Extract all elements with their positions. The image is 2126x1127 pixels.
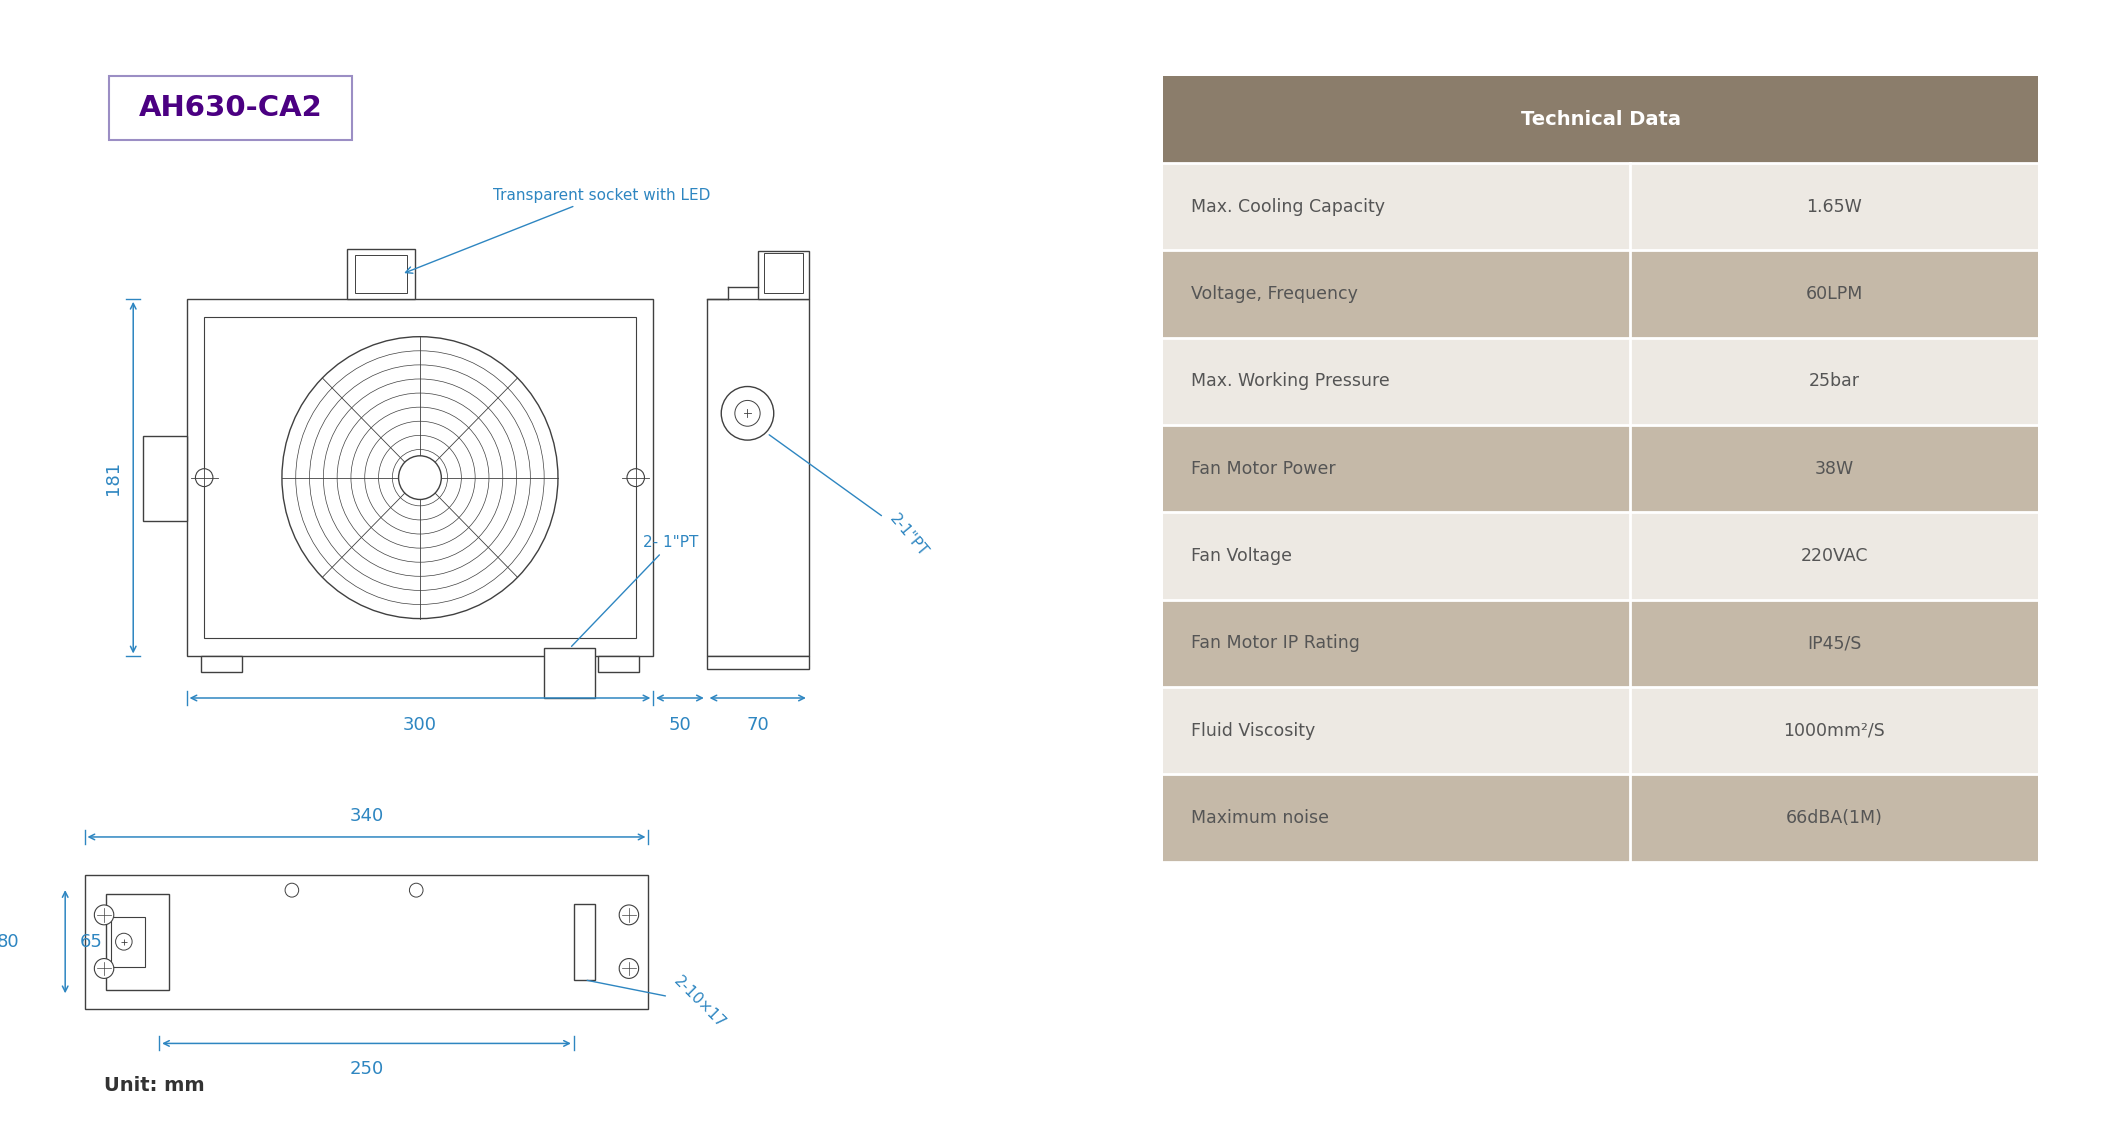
Bar bbox=[111, 916, 145, 967]
Bar bbox=[1163, 774, 2039, 862]
Bar bbox=[544, 648, 595, 698]
Text: 38W: 38W bbox=[1816, 460, 1854, 478]
Bar bbox=[1163, 425, 2039, 513]
Circle shape bbox=[94, 905, 115, 925]
Circle shape bbox=[619, 905, 638, 925]
Text: Unit: mm: Unit: mm bbox=[104, 1075, 204, 1094]
Bar bbox=[1163, 513, 2039, 600]
Text: 2-1"PT: 2-1"PT bbox=[770, 435, 931, 559]
Circle shape bbox=[619, 959, 638, 978]
Circle shape bbox=[398, 455, 442, 499]
Text: 181: 181 bbox=[104, 461, 121, 495]
Text: 70: 70 bbox=[746, 716, 770, 734]
Bar bbox=[159, 887, 574, 996]
Text: 66dBA(1M): 66dBA(1M) bbox=[1786, 809, 1884, 827]
Text: 1000mm²/S: 1000mm²/S bbox=[1784, 721, 1886, 739]
Text: Transparent socket with LED: Transparent socket with LED bbox=[406, 188, 710, 273]
Text: Fan Voltage: Fan Voltage bbox=[1191, 547, 1293, 565]
Bar bbox=[1163, 600, 2039, 687]
Bar bbox=[759, 251, 808, 299]
Text: Fluid Viscosity: Fluid Viscosity bbox=[1191, 721, 1316, 739]
Text: 25bar: 25bar bbox=[1809, 372, 1860, 390]
Bar bbox=[706, 299, 808, 656]
Circle shape bbox=[115, 933, 132, 950]
Text: 65: 65 bbox=[81, 933, 102, 951]
Circle shape bbox=[94, 959, 115, 978]
Bar bbox=[1163, 250, 2039, 338]
Circle shape bbox=[736, 400, 761, 426]
Circle shape bbox=[410, 884, 423, 897]
Bar bbox=[347, 249, 415, 299]
FancyBboxPatch shape bbox=[108, 76, 353, 140]
Text: 60LPM: 60LPM bbox=[1805, 285, 1862, 303]
Circle shape bbox=[285, 884, 298, 897]
Bar bbox=[597, 656, 638, 672]
Text: Maximum noise: Maximum noise bbox=[1191, 809, 1329, 827]
Bar bbox=[763, 254, 804, 293]
Bar bbox=[574, 904, 595, 979]
Text: 2-10×17: 2-10×17 bbox=[587, 974, 729, 1031]
Circle shape bbox=[196, 469, 213, 487]
Text: 300: 300 bbox=[404, 716, 438, 734]
Bar bbox=[85, 875, 648, 1009]
Circle shape bbox=[283, 337, 557, 619]
Text: Technical Data: Technical Data bbox=[1520, 109, 1682, 128]
Bar bbox=[106, 894, 168, 990]
Text: Max. Cooling Capacity: Max. Cooling Capacity bbox=[1191, 197, 1384, 215]
Bar bbox=[187, 299, 653, 656]
Text: 80: 80 bbox=[0, 933, 19, 951]
Bar bbox=[1163, 687, 2039, 774]
Text: AH630-CA2: AH630-CA2 bbox=[138, 94, 323, 122]
Text: Fan Motor Power: Fan Motor Power bbox=[1191, 460, 1335, 478]
Bar bbox=[142, 436, 187, 521]
Text: 250: 250 bbox=[349, 1061, 383, 1079]
Circle shape bbox=[627, 469, 644, 487]
Text: IP45/S: IP45/S bbox=[1807, 635, 1862, 653]
Text: 50: 50 bbox=[668, 716, 691, 734]
Text: Voltage, Frequency: Voltage, Frequency bbox=[1191, 285, 1359, 303]
Bar bbox=[202, 656, 242, 672]
Text: 1.65W: 1.65W bbox=[1807, 197, 1862, 215]
Bar bbox=[1163, 163, 2039, 250]
Bar bbox=[1163, 76, 2039, 163]
Bar bbox=[204, 317, 636, 638]
Bar bbox=[355, 256, 408, 293]
Text: 340: 340 bbox=[349, 807, 383, 825]
Text: 220VAC: 220VAC bbox=[1801, 547, 1869, 565]
Circle shape bbox=[721, 387, 774, 441]
Bar bbox=[706, 656, 808, 669]
Bar bbox=[1163, 338, 2039, 425]
Text: Max. Working Pressure: Max. Working Pressure bbox=[1191, 372, 1390, 390]
Text: 2- 1"PT: 2- 1"PT bbox=[572, 535, 699, 647]
Text: Fan Motor IP Rating: Fan Motor IP Rating bbox=[1191, 635, 1361, 653]
